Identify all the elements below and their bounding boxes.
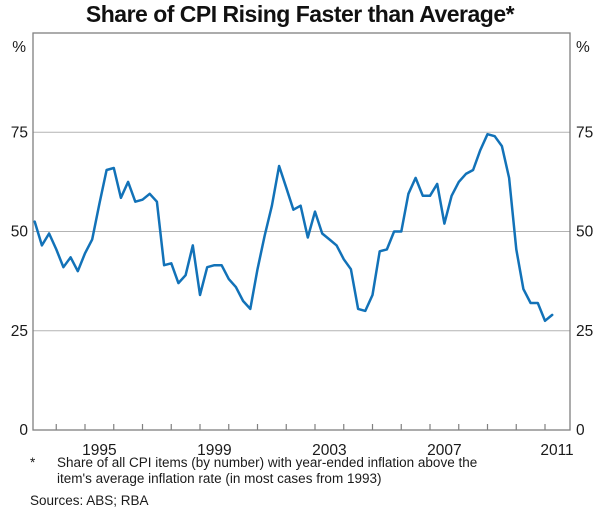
x-label-2011: 2011	[540, 442, 573, 459]
y-label-right-75: 75	[576, 124, 593, 141]
chart-title: Share of CPI Rising Faster than Average*	[85, 1, 515, 27]
footnote-marker: *	[30, 455, 36, 470]
plot-frame	[32, 32, 571, 431]
y-label-right-25: 25	[576, 323, 593, 340]
data-line	[33, 132, 554, 323]
y-unit-right: %	[576, 39, 590, 56]
footnote: * Share of all CPI items (by number) wit…	[30, 455, 570, 487]
y-label-left-75: 75	[11, 124, 28, 141]
y-label-right-50: 50	[576, 224, 594, 241]
footnote-line1: Share of all CPI items (by number) with …	[57, 455, 478, 470]
x-label-1995: 1995	[82, 442, 116, 459]
y-label-left-50: 50	[11, 224, 29, 241]
y-unit-left: %	[12, 39, 26, 56]
sources-line: Sources: ABS; RBA	[30, 493, 149, 508]
footnote-text: Share of all CPI items (by number) with …	[57, 455, 570, 487]
y-label-left-0: 0	[19, 422, 28, 439]
y-label-left-25: 25	[11, 323, 28, 340]
x-label-2007: 2007	[427, 442, 461, 459]
footnote-line2: item's average inflation rate (in most c…	[57, 471, 382, 486]
x-label-2003: 2003	[312, 442, 346, 459]
y-label-right-0: 0	[576, 422, 585, 439]
x-label-1999: 1999	[197, 442, 231, 459]
